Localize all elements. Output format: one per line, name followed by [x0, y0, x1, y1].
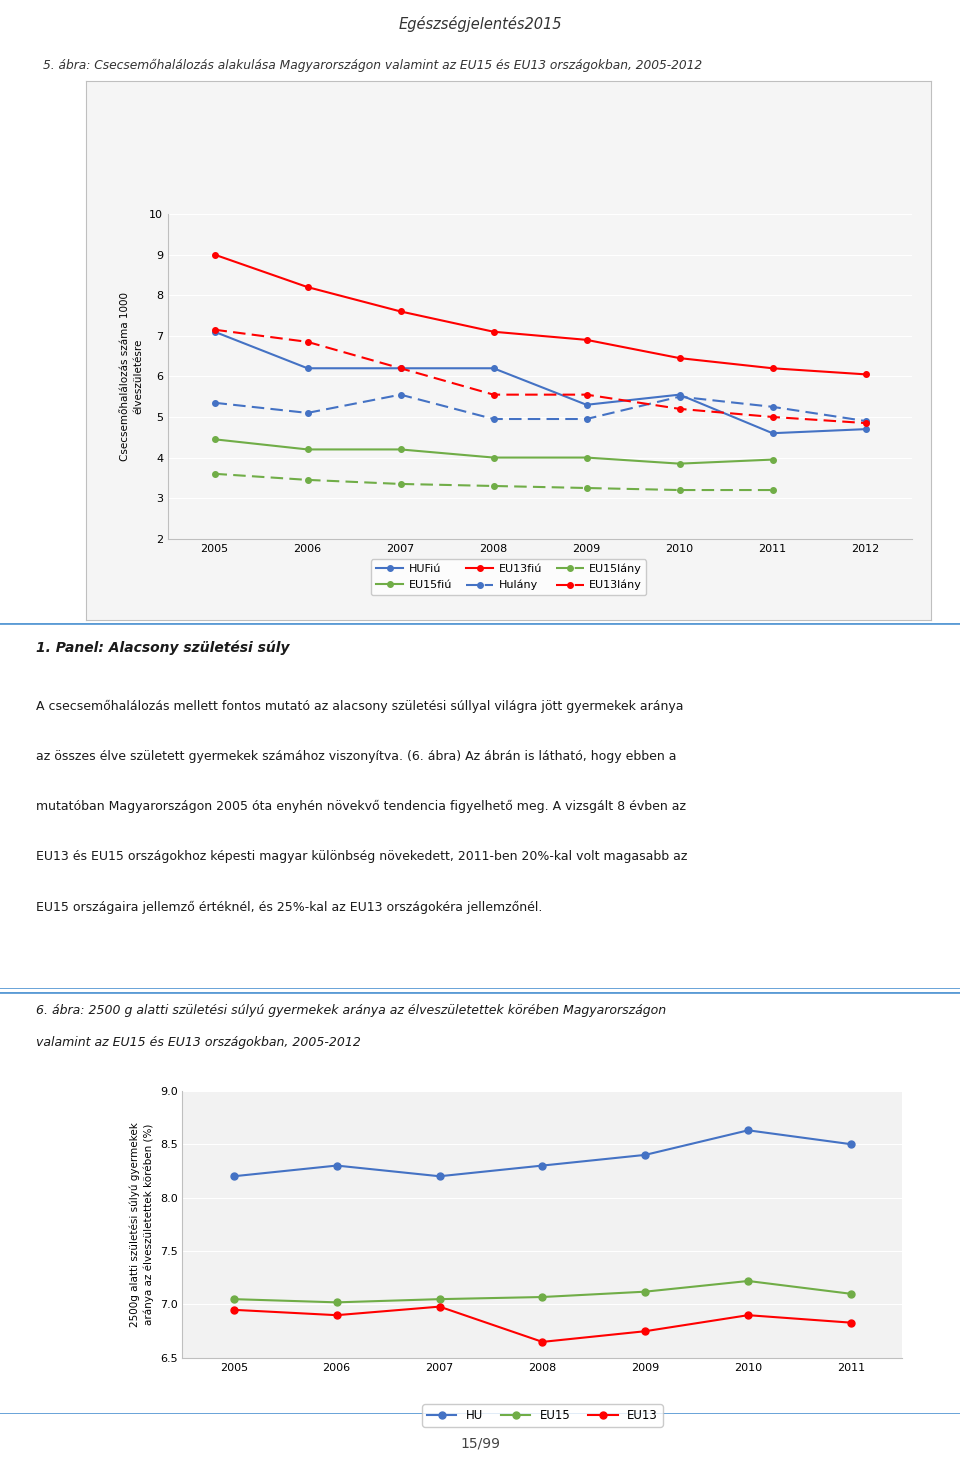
EU13: [228, 1300, 240, 1318]
Text: EU13 és EU15 országokhoz képesti magyar különbség növekedett, 2011-ben 20%-kal v: EU13 és EU15 országokhoz képesti magyar …: [36, 850, 688, 863]
Text: 6. ábra: 2500 g alatti születési súlyú gyermekek aránya az élveszületettek köréb: 6. ábra: 2500 g alatti születési súlyú g…: [36, 1004, 666, 1017]
Text: A csecsemőhalálozás mellett fontos mutató az alacsony születési súllyal világra : A csecsemőhalálozás mellett fontos mutat…: [36, 700, 684, 713]
Line: EU15: EU15: [230, 1278, 854, 1306]
Y-axis label: Csecsemőhalálozás száma 1000
élveszületésre: Csecsemőhalálozás száma 1000 élveszületé…: [120, 292, 144, 461]
HU: [434, 1168, 445, 1185]
Line: EU13: EU13: [230, 1303, 854, 1345]
EU13: [434, 1297, 445, 1315]
Legend: HUFiú, EU15fiú, EU13fiú, Hulány, EU15lány, EU13lány: HUFiú, EU15fiú, EU13fiú, Hulány, EU15lán…: [372, 559, 646, 595]
Text: 15/99: 15/99: [460, 1436, 500, 1451]
EU13: [331, 1306, 343, 1324]
HU: [537, 1157, 548, 1175]
EU13: [639, 1322, 651, 1340]
HU: [742, 1122, 754, 1139]
Text: 5. ábra: Csecsemőhalálozás alakulása Magyarországon valamint az EU15 és EU13 ors: 5. ábra: Csecsemőhalálozás alakulása Mag…: [43, 59, 703, 72]
EU13: [537, 1333, 548, 1351]
HU: [845, 1135, 856, 1153]
EU15: [537, 1289, 548, 1306]
Line: HU: HU: [230, 1126, 854, 1179]
Y-axis label: 2500g alatti születési súlyú gyermekek
aránya az élveszületettek körében (%): 2500g alatti születési súlyú gyermekek a…: [130, 1122, 155, 1327]
HU: [639, 1145, 651, 1163]
Text: EU15 országaira jellemző értéknél, és 25%-kal az EU13 országokéra jellemzőnél.: EU15 országaira jellemző értéknél, és 25…: [36, 900, 542, 914]
Legend: HU, EU15, EU13: HU, EU15, EU13: [422, 1404, 662, 1427]
EU13: [845, 1314, 856, 1331]
EU15: [742, 1272, 754, 1290]
Text: valamint az EU15 és EU13 országokban, 2005-2012: valamint az EU15 és EU13 országokban, 20…: [36, 1036, 361, 1049]
EU15: [331, 1293, 343, 1311]
HU: [331, 1157, 343, 1175]
EU13: [742, 1306, 754, 1324]
Text: 1. Panel: Alacsony születési súly: 1. Panel: Alacsony születési súly: [36, 641, 290, 655]
EU15: [639, 1283, 651, 1300]
HU: [228, 1168, 240, 1185]
Text: Egészségjelentés2015: Egészségjelentés2015: [398, 16, 562, 31]
EU15: [434, 1290, 445, 1308]
Text: mutatóban Magyarországon 2005 óta enyhén növekvő tendencia figyelhető meg. A viz: mutatóban Magyarországon 2005 óta enyhén…: [36, 800, 686, 813]
EU15: [228, 1290, 240, 1308]
EU15: [845, 1286, 856, 1303]
Text: az összes élve született gyermekek számához viszonyítva. (6. ábra) Az ábrán is l: az összes élve született gyermekek számá…: [36, 750, 677, 763]
